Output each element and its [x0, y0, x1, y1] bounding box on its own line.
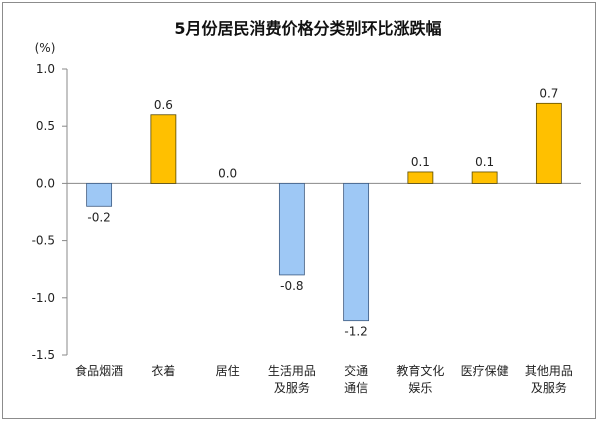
- x-tick-label: 交通: [344, 363, 368, 378]
- bar: [535, 102, 562, 184]
- data-label: 0.7: [539, 86, 558, 100]
- y-tick-label: -1.5: [32, 348, 55, 362]
- y-tick-label: -1.0: [32, 291, 55, 305]
- x-tick-label: 及服务: [531, 380, 567, 395]
- y-tick-label: 1.0: [36, 62, 55, 76]
- data-label: 0.0: [218, 166, 237, 180]
- data-label: -1.2: [344, 325, 367, 339]
- x-tick-label: 其他用品: [525, 364, 573, 378]
- y-tick-label: 0.0: [36, 176, 55, 190]
- x-tick-label: 及服务: [274, 380, 310, 395]
- chart-title: 5月份居民消费价格分类别环比涨跌幅: [174, 19, 441, 38]
- data-label: 0.1: [411, 155, 430, 169]
- data-label: -0.8: [280, 279, 303, 293]
- chart-frame: 5月份居民消费价格分类别环比涨跌幅 (%) 1.0 0.5 0.0 -0.5 -1.0 -…: [2, 2, 596, 419]
- data-label: -0.2: [87, 210, 110, 224]
- data-label: 0.1: [475, 155, 494, 169]
- x-tick-label: 居住: [216, 364, 240, 378]
- bar: [150, 114, 177, 184]
- data-label: 0.6: [154, 98, 173, 112]
- x-tick-label: 教育文化: [396, 363, 444, 378]
- bar: [471, 171, 498, 184]
- bar: [278, 182, 305, 276]
- x-tick-label: 生活用品: [268, 364, 316, 378]
- chart-svg: 5月份居民消费价格分类别环比涨跌幅 (%) 1.0 0.5 0.0 -0.5 -1.0 -…: [32, 19, 581, 395]
- x-tick-label: 娱乐: [408, 381, 432, 395]
- plot-area: 1.0 0.5 0.0 -0.5 -1.0 -1.5 -0.2 食品烟酒 0.6 衣着 0.0 居住 -…: [32, 62, 581, 395]
- y-axis-unit: (%): [35, 41, 56, 55]
- x-tick-label: 通信: [344, 381, 368, 395]
- bar: [86, 182, 113, 207]
- y-tick-label: 0.5: [36, 119, 55, 133]
- x-tick-label: 衣着: [151, 363, 175, 378]
- bar: [343, 182, 370, 322]
- y-tick-label: -0.5: [32, 234, 55, 248]
- x-tick-label: 食品烟酒: [75, 363, 123, 378]
- x-tick-label: 医疗保健: [461, 364, 509, 378]
- bar: [407, 171, 434, 184]
